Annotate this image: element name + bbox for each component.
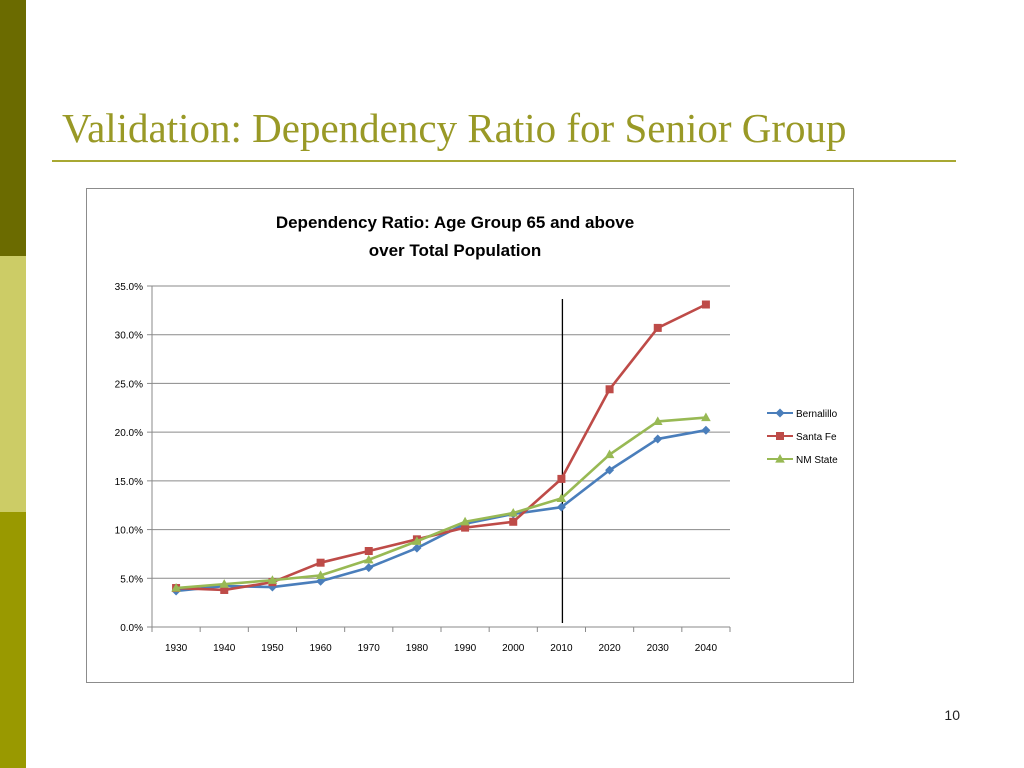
series-line-nm-state xyxy=(175,416,707,590)
point-bernalillo xyxy=(701,425,711,435)
x-tick-label: 1990 xyxy=(454,643,477,654)
dependency-ratio-chart: Dependency Ratio: Age Group 65 and above… xyxy=(115,213,838,654)
legend-marker-nm-state xyxy=(775,454,785,463)
point-bernalillo xyxy=(412,543,422,553)
legend-label-nm-state: NM State xyxy=(796,455,838,466)
point-santa-fe xyxy=(364,547,373,556)
point-nm-state xyxy=(267,575,278,584)
point-bernalillo xyxy=(364,563,374,573)
point-nm-state xyxy=(363,554,374,564)
chart-frame: Dependency Ratio: Age Group 65 and above… xyxy=(86,188,854,683)
point-nm-state xyxy=(460,516,470,526)
y-tick-label: 20.0% xyxy=(115,428,143,439)
x-tick-label: 1940 xyxy=(213,643,236,654)
point-nm-state xyxy=(412,536,422,545)
point-santa-fe xyxy=(653,323,662,332)
chart-title-line: over Total Population xyxy=(369,241,542,260)
legend-marker-santa-fe xyxy=(776,432,784,440)
point-nm-state xyxy=(315,570,326,579)
y-tick-label: 25.0% xyxy=(115,379,143,390)
point-nm-state xyxy=(219,579,230,588)
point-nm-state xyxy=(701,412,711,422)
x-tick-label: 2020 xyxy=(598,643,621,654)
sidebar-accent-olive xyxy=(0,512,26,768)
point-nm-state xyxy=(604,449,615,459)
x-tick-label: 1960 xyxy=(309,643,332,654)
point-bernalillo xyxy=(653,434,663,444)
point-nm-state xyxy=(508,508,519,517)
y-tick-label: 30.0% xyxy=(115,331,143,342)
point-nm-state xyxy=(171,583,181,592)
x-tick-label: 1970 xyxy=(358,643,381,654)
sidebar-accent-dark xyxy=(0,0,26,256)
x-tick-label: 2010 xyxy=(550,643,573,654)
x-tick-label: 2040 xyxy=(695,643,718,654)
sidebar-accent-light xyxy=(0,256,26,512)
point-bernalillo xyxy=(605,465,615,475)
x-tick-label: 2030 xyxy=(647,643,670,654)
y-tick-label: 5.0% xyxy=(120,574,143,585)
page-number: 10 xyxy=(944,707,960,723)
y-tick-label: 0.0% xyxy=(120,623,143,634)
y-tick-label: 35.0% xyxy=(115,282,143,293)
point-santa-fe xyxy=(220,585,229,594)
chart-title-line: Dependency Ratio: Age Group 65 and above xyxy=(276,213,634,232)
point-santa-fe xyxy=(605,385,614,394)
point-santa-fe xyxy=(316,558,325,567)
y-tick-label: 10.0% xyxy=(115,526,143,537)
slide-title: Validation: Dependency Ratio for Senior … xyxy=(62,105,847,151)
x-tick-label: 1980 xyxy=(406,643,429,654)
x-tick-label: 1930 xyxy=(165,643,188,654)
x-tick-label: 2000 xyxy=(502,643,525,654)
legend-label-santa-fe: Santa Fe xyxy=(796,432,837,443)
point-santa-fe xyxy=(509,517,518,526)
x-tick-label: 1950 xyxy=(261,643,284,654)
point-nm-state xyxy=(652,416,663,426)
title-underline xyxy=(52,160,956,162)
point-santa-fe xyxy=(701,300,710,309)
point-nm-state xyxy=(556,493,567,502)
point-bernalillo xyxy=(556,502,566,512)
point-santa-fe xyxy=(557,474,566,483)
legend-marker-bernalillo xyxy=(775,408,785,418)
legend-label-bernalillo: Bernalillo xyxy=(796,409,838,420)
series-line-bernalillo xyxy=(175,428,707,593)
series-line-santa-fe xyxy=(176,303,707,592)
y-tick-label: 15.0% xyxy=(115,477,143,488)
point-santa-fe xyxy=(461,523,470,532)
